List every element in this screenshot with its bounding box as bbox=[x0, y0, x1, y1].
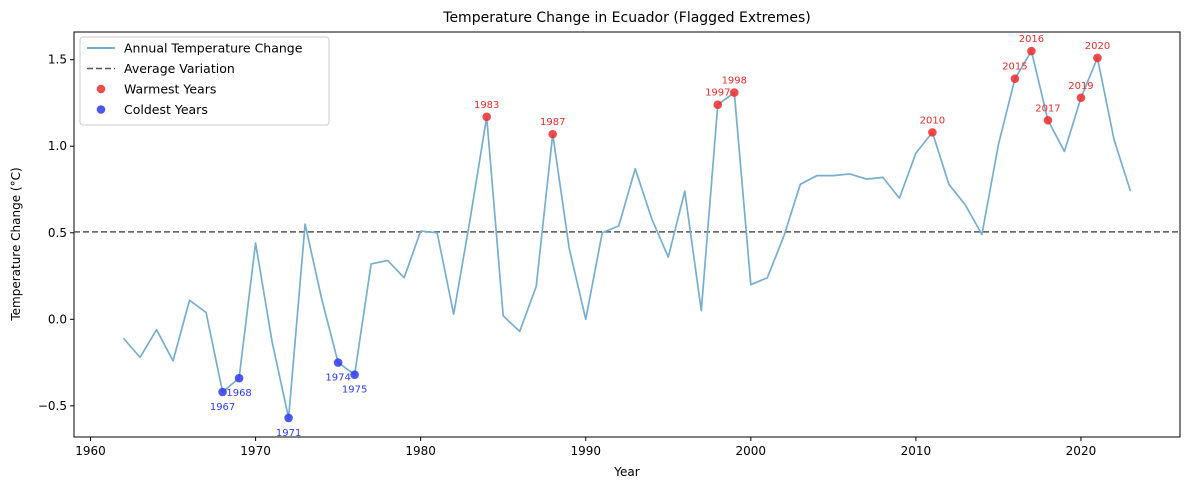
warmest-year-label: 1998 bbox=[722, 76, 747, 87]
coldest-year-label: 1975 bbox=[342, 385, 367, 396]
warmest-year-point bbox=[729, 88, 739, 97]
x-tick-label: 2020 bbox=[1066, 444, 1097, 458]
coldest-year-point bbox=[234, 373, 244, 383]
y-tick-label: 0.5 bbox=[48, 226, 67, 240]
coldest-year-point bbox=[218, 387, 227, 397]
warmest-year-label: 2016 bbox=[1019, 34, 1044, 45]
warmest-year-point bbox=[482, 112, 491, 122]
warmest-year-label: 2010 bbox=[920, 115, 945, 126]
y-tick-label: 1.0 bbox=[48, 139, 67, 153]
x-tick-label: 1980 bbox=[405, 444, 436, 458]
y-tick-label: −0.5 bbox=[38, 399, 67, 413]
warmest-year-label: 1987 bbox=[540, 117, 565, 128]
plot-frame bbox=[73, 31, 1181, 438]
warmest-year-point bbox=[1093, 53, 1102, 63]
coldest-year-point bbox=[284, 413, 293, 423]
x-axis: 1960 1970 1980 1990 2000 2010 2020 bbox=[75, 437, 1096, 458]
coldest-year-point bbox=[350, 370, 359, 379]
x-tick-label: 1970 bbox=[240, 444, 271, 458]
legend-swatch-marker bbox=[96, 105, 106, 114]
y-axis: −0.5 0.0 0.5 1.0 1.5 bbox=[38, 53, 74, 413]
warmest-year-label: 2019 bbox=[1068, 81, 1093, 92]
warmest-year-point bbox=[548, 129, 558, 139]
x-axis-title: Year bbox=[613, 465, 639, 479]
y-tick-label: 0.0 bbox=[48, 312, 67, 326]
warmest-year-point bbox=[928, 128, 937, 137]
legend-label: Annual Temperature Change bbox=[124, 41, 303, 56]
warmest-year-label: 2015 bbox=[1002, 62, 1027, 73]
warmest-year-point bbox=[713, 100, 723, 109]
warmest-year-point bbox=[1027, 46, 1036, 56]
x-tick-label: 1960 bbox=[75, 444, 106, 458]
legend-label: Warmest Years bbox=[124, 82, 216, 97]
coldest-year-label: 1974 bbox=[325, 373, 350, 384]
x-tick-label: 2010 bbox=[901, 444, 932, 458]
warmest-year-label: 2020 bbox=[1085, 41, 1110, 52]
annual-temperature-line bbox=[122, 50, 1132, 419]
x-tick-label: 1990 bbox=[570, 444, 601, 458]
warmest-year-label: 1983 bbox=[474, 100, 499, 111]
legend-box bbox=[79, 36, 330, 126]
warmest-year-label: 2017 bbox=[1035, 103, 1060, 114]
legend-swatch-marker bbox=[96, 84, 106, 94]
y-tick-label: 1.5 bbox=[48, 53, 67, 67]
coldest-year-point bbox=[333, 358, 343, 367]
chart-title: Temperature Change in Ecuador (Flagged E… bbox=[442, 10, 810, 26]
y-axis-title: Temperature Change (°C) bbox=[9, 167, 23, 321]
x-tick-label: 2000 bbox=[736, 444, 767, 458]
line-layer bbox=[122, 50, 1132, 419]
warmest-year-label: 1997 bbox=[705, 88, 730, 99]
legend: Annual Temperature Change Average Variati… bbox=[79, 36, 330, 126]
coldest-year-label: 1968 bbox=[226, 388, 251, 399]
warmest-year-point bbox=[1043, 115, 1053, 125]
points-layer bbox=[218, 46, 1102, 423]
coldest-year-label: 1971 bbox=[276, 428, 301, 439]
warmest-year-point bbox=[1076, 93, 1086, 103]
legend-label: Coldest Years bbox=[124, 102, 208, 117]
warmest-year-point bbox=[1010, 74, 1020, 84]
coldest-year-label: 1967 bbox=[210, 402, 235, 413]
legend-label: Average Variation bbox=[124, 61, 235, 76]
